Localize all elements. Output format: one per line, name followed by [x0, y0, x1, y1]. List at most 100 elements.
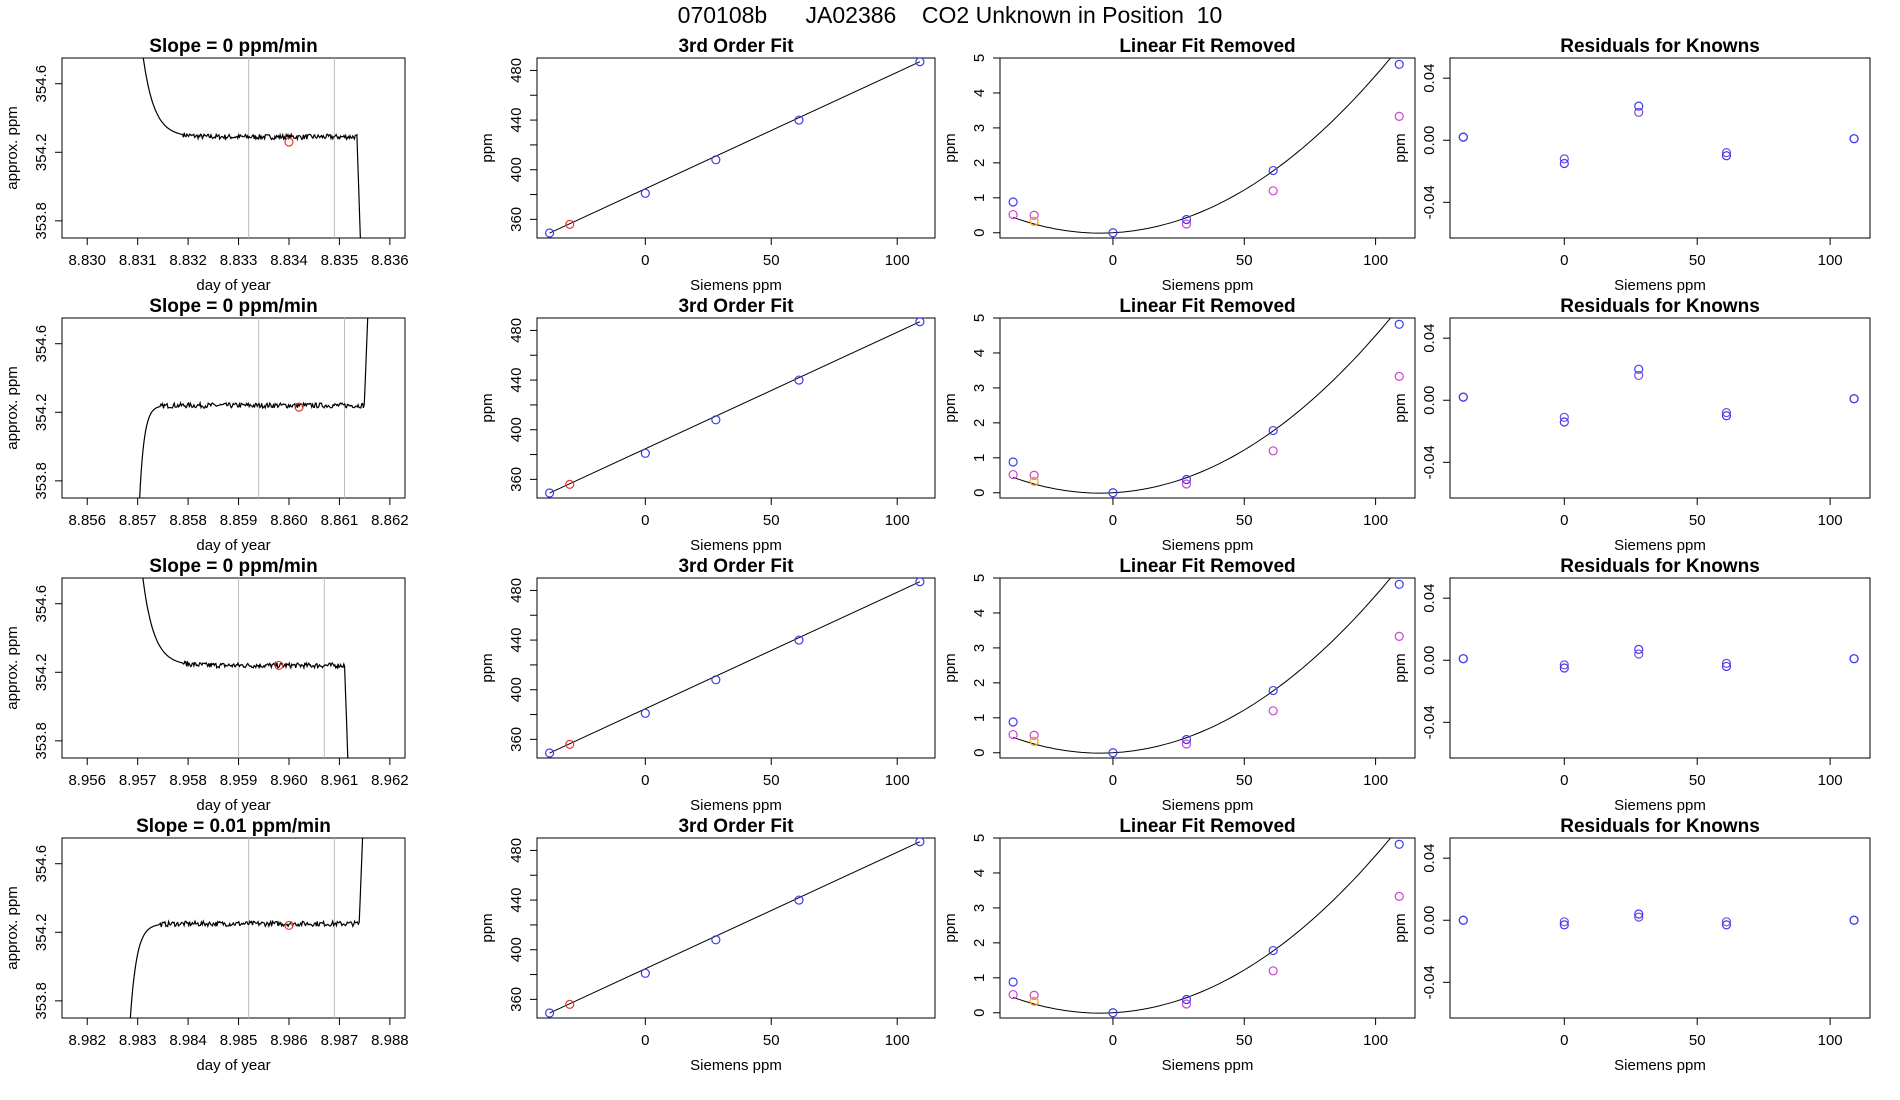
blue-point: [1849, 654, 1859, 664]
purple-point: [1559, 917, 1569, 927]
plot-frame: [999, 57, 1416, 239]
x-axis-label: Siemens ppm: [690, 797, 782, 814]
y-tick-label: 480: [508, 578, 525, 603]
magenta-point: [1008, 989, 1018, 1000]
magenta-point: [1268, 186, 1278, 196]
blue-point: [1268, 685, 1278, 696]
plot-area: [1458, 101, 1859, 169]
y-tick-label: 480: [508, 838, 525, 863]
purple-point: [1721, 658, 1732, 668]
y-tick-label: 0.04: [1421, 584, 1438, 613]
blue-point: [1181, 214, 1192, 225]
plot-area: [544, 318, 925, 498]
x-tick-label: 0: [1109, 772, 1117, 789]
red-point: [565, 479, 575, 489]
blue-point: [1721, 920, 1732, 930]
magenta-point: [1181, 479, 1192, 489]
plot-frame: [536, 317, 936, 499]
x-tick-label: 50: [1689, 512, 1706, 529]
magenta-point: [1394, 891, 1404, 901]
panel-r1-fit: 3rd Order Fit Siemens ppm ppm 0 50 100 360 400 4…: [479, 36, 936, 294]
y-tick-label: 354.6: [33, 325, 50, 363]
fit-curve: [1012, 318, 1392, 494]
x-tick-label: 50: [1689, 772, 1706, 789]
y-tick-label: 400: [508, 677, 525, 702]
magenta-point: [1029, 210, 1039, 220]
orange-point: [1029, 216, 1039, 226]
y-tick-label: 440: [508, 108, 525, 133]
x-axis-label: Siemens ppm: [1614, 797, 1706, 814]
x-tick-label: 0: [1109, 252, 1117, 269]
y-tick-label: 4: [971, 869, 988, 877]
orange-point: [1029, 476, 1039, 486]
magenta-point: [1181, 219, 1192, 229]
purple-point: [1559, 412, 1569, 422]
blue-point: [1268, 165, 1278, 176]
x-axis-label: Siemens ppm: [690, 537, 782, 554]
fit-line: [549, 841, 921, 1014]
plot-frame: [999, 837, 1416, 1019]
y-tick-label: 354.6: [33, 585, 50, 623]
x-tick-label: 8.987: [321, 1032, 359, 1049]
y-tick-label: 0: [971, 1009, 988, 1017]
x-tick-label: 50: [763, 252, 780, 269]
purple-point: [1559, 660, 1569, 670]
blue-point: [1181, 994, 1192, 1005]
x-tick-label: 0: [641, 1032, 649, 1049]
y-tick-label: -0.04: [1421, 965, 1438, 999]
blue-point: [1634, 909, 1644, 919]
x-tick-label: 8.988: [371, 1032, 409, 1049]
x-tick-label: 0: [1560, 1032, 1568, 1049]
plot-title: 3rd Order Fit: [678, 296, 794, 317]
plot-title: Linear Fit Removed: [1119, 816, 1295, 837]
x-tick-label: 50: [763, 1032, 780, 1049]
y-tick-label: 5: [971, 314, 988, 322]
blue-point: [640, 448, 650, 458]
plot-area: [1008, 318, 1404, 498]
x-axis-label: Siemens ppm: [690, 277, 782, 294]
magenta-point: [1008, 469, 1018, 480]
panel-r1-lin: Linear Fit Removed Siemens ppm ppm 0 50 100 0 1…: [942, 36, 1416, 294]
blue-point: [1634, 644, 1644, 654]
x-tick-label: 50: [763, 512, 780, 529]
plot-area: [142, 578, 349, 758]
x-tick-label: 8.957: [119, 772, 157, 789]
y-tick-label: 1: [971, 454, 988, 462]
purple-point: [1634, 649, 1644, 659]
plot-frame: [536, 57, 936, 239]
x-tick-label: 8.983: [119, 1032, 157, 1049]
panel-r2-res: Residuals for Knowns Siemens ppm ppm 0 50 100…: [1392, 296, 1871, 554]
x-axis-label: day of year: [196, 1057, 270, 1074]
y-axis-label: approx. ppm: [4, 626, 21, 709]
y-tick-label: 360: [508, 727, 525, 752]
page-title: 070108b JA02386 CO2 Unknown in Position …: [677, 2, 1223, 28]
panel-r2-fit: 3rd Order Fit Siemens ppm ppm 0 50 100 360 400 4…: [479, 296, 936, 554]
plot-title: 3rd Order Fit: [678, 556, 794, 577]
y-tick-label: 360: [508, 467, 525, 492]
y-axis-label: ppm: [1392, 653, 1409, 682]
plot-frame: [61, 317, 406, 499]
plot-title: Residuals for Knowns: [1560, 36, 1760, 57]
y-tick-label: 354.2: [33, 914, 50, 952]
y-tick-label: 4: [971, 89, 988, 97]
fit-line: [549, 581, 921, 754]
x-axis-label: Siemens ppm: [1162, 1057, 1254, 1074]
purple-point: [1721, 917, 1732, 927]
plot-area: [139, 318, 369, 498]
magenta-point: [1268, 446, 1278, 456]
x-tick-label: 100: [1363, 1032, 1388, 1049]
x-tick-label: 8.859: [220, 512, 258, 529]
plot-frame: [61, 837, 406, 1019]
y-tick-label: 480: [508, 318, 525, 343]
y-tick-label: -0.04: [1421, 445, 1438, 479]
blue-point: [1634, 364, 1644, 374]
blue-point: [1394, 319, 1404, 329]
blue-point: [1181, 734, 1192, 745]
x-tick-label: 8.960: [270, 772, 308, 789]
y-tick-label: 440: [508, 628, 525, 653]
red-point: [565, 219, 575, 229]
plot-area: [544, 58, 925, 238]
plot-title: Linear Fit Removed: [1119, 296, 1295, 317]
y-tick-label: 0: [971, 489, 988, 497]
y-tick-label: 0.04: [1421, 64, 1438, 93]
